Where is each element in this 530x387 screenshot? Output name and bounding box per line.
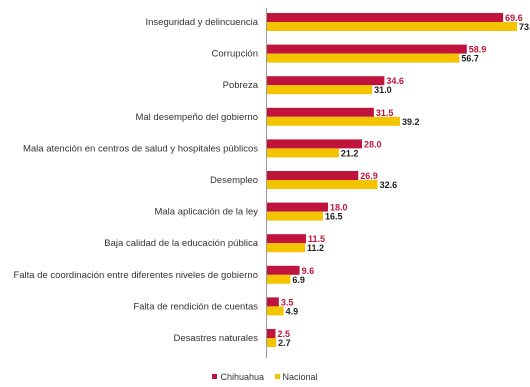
category-label-inseguridad-y-delincuencia: Inseguridad y delincuencia: [146, 17, 259, 28]
value-label-nacional-mal-desempeno-del-gobierno: 39.2: [402, 117, 420, 127]
bar-chihuahua-falta-de-rendicion-de-cuentas: [267, 297, 279, 307]
bar-nacional-mal-desempeno-del-gobierno: [267, 116, 400, 126]
value-label-chihuahua-mala-aplicacion-de-la-ley: 18.0: [330, 203, 348, 213]
bar-nacional-mala-atencion-en-centros-de-salud-y-hospitales-publicos: [267, 148, 339, 158]
value-label-nacional-mala-aplicacion-de-la-ley: 16.5: [325, 212, 343, 222]
category-label-desempleo: Desempleo: [210, 175, 258, 186]
bar-chihuahua-mala-atencion-en-centros-de-salud-y-hospitales-publicos: [267, 139, 362, 149]
category-label-mala-aplicacion-de-la-ley: Mala aplicación de la ley: [154, 207, 258, 218]
value-label-nacional-falta-de-rendicion-de-cuentas: 4.9: [286, 306, 299, 316]
bar-chihuahua-mala-aplicacion-de-la-ley: [267, 202, 329, 212]
category-label-baja-calidad-de-la-educacion-publica: Baja calidad de la educación pública: [104, 238, 258, 249]
value-label-chihuahua-desempleo: 26.9: [360, 171, 378, 181]
value-label-chihuahua-mal-desempeno-del-gobierno: 31.5: [376, 108, 394, 118]
legend-label-chihuahua: Chihuahua: [220, 371, 264, 382]
value-label-nacional-baja-calidad-de-la-educacion-publica: 11.2: [307, 243, 324, 253]
value-label-chihuahua-falta-de-rendicion-de-cuentas: 3.5: [281, 297, 294, 307]
category-label-falta-de-rendicion-de-cuentas: Falta de rendición de cuentas: [133, 301, 258, 312]
legend-item-chihuahua: Chihuahua: [212, 372, 264, 382]
value-label-nacional-corrupcion: 56.7: [461, 54, 479, 64]
value-label-nacional-pobreza: 31.0: [374, 85, 392, 95]
value-label-nacional-inseguridad-y-delincuencia: 73.7: [519, 22, 530, 32]
value-label-nacional-falta-de-coordinacion-entre-diferentes-niveles-de-gobierno: 6.9: [292, 275, 305, 285]
value-label-chihuahua-mala-atencion-en-centros-de-salud-y-hospitales-publicos: 28.0: [364, 139, 382, 149]
bar-nacional-falta-de-coordinacion-entre-diferentes-niveles-de-gobierno: [267, 274, 291, 284]
value-label-chihuahua-falta-de-coordinacion-entre-diferentes-niveles-de-gobierno: 9.6: [302, 266, 315, 276]
category-label-pobreza: Pobreza: [223, 80, 259, 91]
legend-item-nacional: Nacional: [274, 371, 318, 382]
bar-nacional-falta-de-rendicion-de-cuentas: [267, 306, 284, 316]
category-label-mala-atencion-en-centros-de-salud-y-hospitales-publicos: Mala atención en centros de salud y hosp…: [23, 143, 258, 154]
bar-nacional-pobreza: [267, 85, 373, 95]
bar-chihuahua-baja-calidad-de-la-educacion-publica: [267, 234, 307, 244]
category-label-corrupcion: Corrupción: [212, 49, 258, 60]
bar-chihuahua-pobreza: [267, 76, 385, 86]
bar-chihuahua-desempleo: [267, 171, 359, 180]
value-label-nacional-desempleo: 32.6: [380, 180, 398, 190]
value-label-nacional-desastres-naturales: 2.7: [278, 338, 291, 348]
bar-chihuahua-desastres-naturales: [267, 329, 276, 338]
bar-chihuahua-falta-de-coordinacion-entre-diferentes-niveles-de-gobierno: [267, 265, 300, 275]
category-label-desastres-naturales: Desastres naturales: [174, 333, 259, 344]
legend-swatch-nacional: [274, 374, 280, 379]
bar-nacional-desempleo: [267, 180, 378, 189]
bar-chihuahua-mal-desempeno-del-gobierno: [267, 107, 374, 117]
bar-nacional-inseguridad-y-delincuencia: [267, 22, 517, 31]
bar-nacional-mala-aplicacion-de-la-ley: [267, 211, 323, 221]
bar-nacional-baja-calidad-de-la-educacion-publica: [267, 243, 305, 253]
category-label-mal-desempeno-del-gobierno: Mal desempeño del gobierno: [135, 112, 258, 123]
value-label-chihuahua-pobreza: 34.6: [386, 76, 404, 86]
category-label-falta-de-coordinacion-entre-diferentes-niveles-de-gobierno: Falta de coordinación entre diferentes n…: [13, 270, 258, 281]
bar-chihuahua-inseguridad-y-delincuencia: [267, 13, 504, 22]
legend-label-nacional: Nacional: [282, 371, 318, 382]
bar-chart: Inseguridad y delincuencia 69.673.7 Corrup…: [13, 8, 530, 358]
legend-swatch-chihuahua: [212, 374, 218, 379]
bar-chihuahua-corrupcion: [267, 44, 467, 54]
legend: Chihuahua Nacional: [0, 371, 530, 382]
value-label-chihuahua-baja-calidad-de-la-educacion-publica: 11.5: [308, 234, 325, 244]
bar-nacional-desastres-naturales: [267, 338, 277, 347]
value-label-chihuahua-inseguridad-y-delincuencia: 69.6: [505, 13, 523, 23]
value-label-chihuahua-corrupcion: 58.9: [469, 45, 487, 55]
value-label-nacional-mala-atencion-en-centros-de-salud-y-hospitales-publicos: 21.2: [341, 148, 359, 158]
bar-nacional-corrupcion: [267, 53, 460, 63]
value-label-chihuahua-desastres-naturales: 2.5: [277, 329, 290, 339]
